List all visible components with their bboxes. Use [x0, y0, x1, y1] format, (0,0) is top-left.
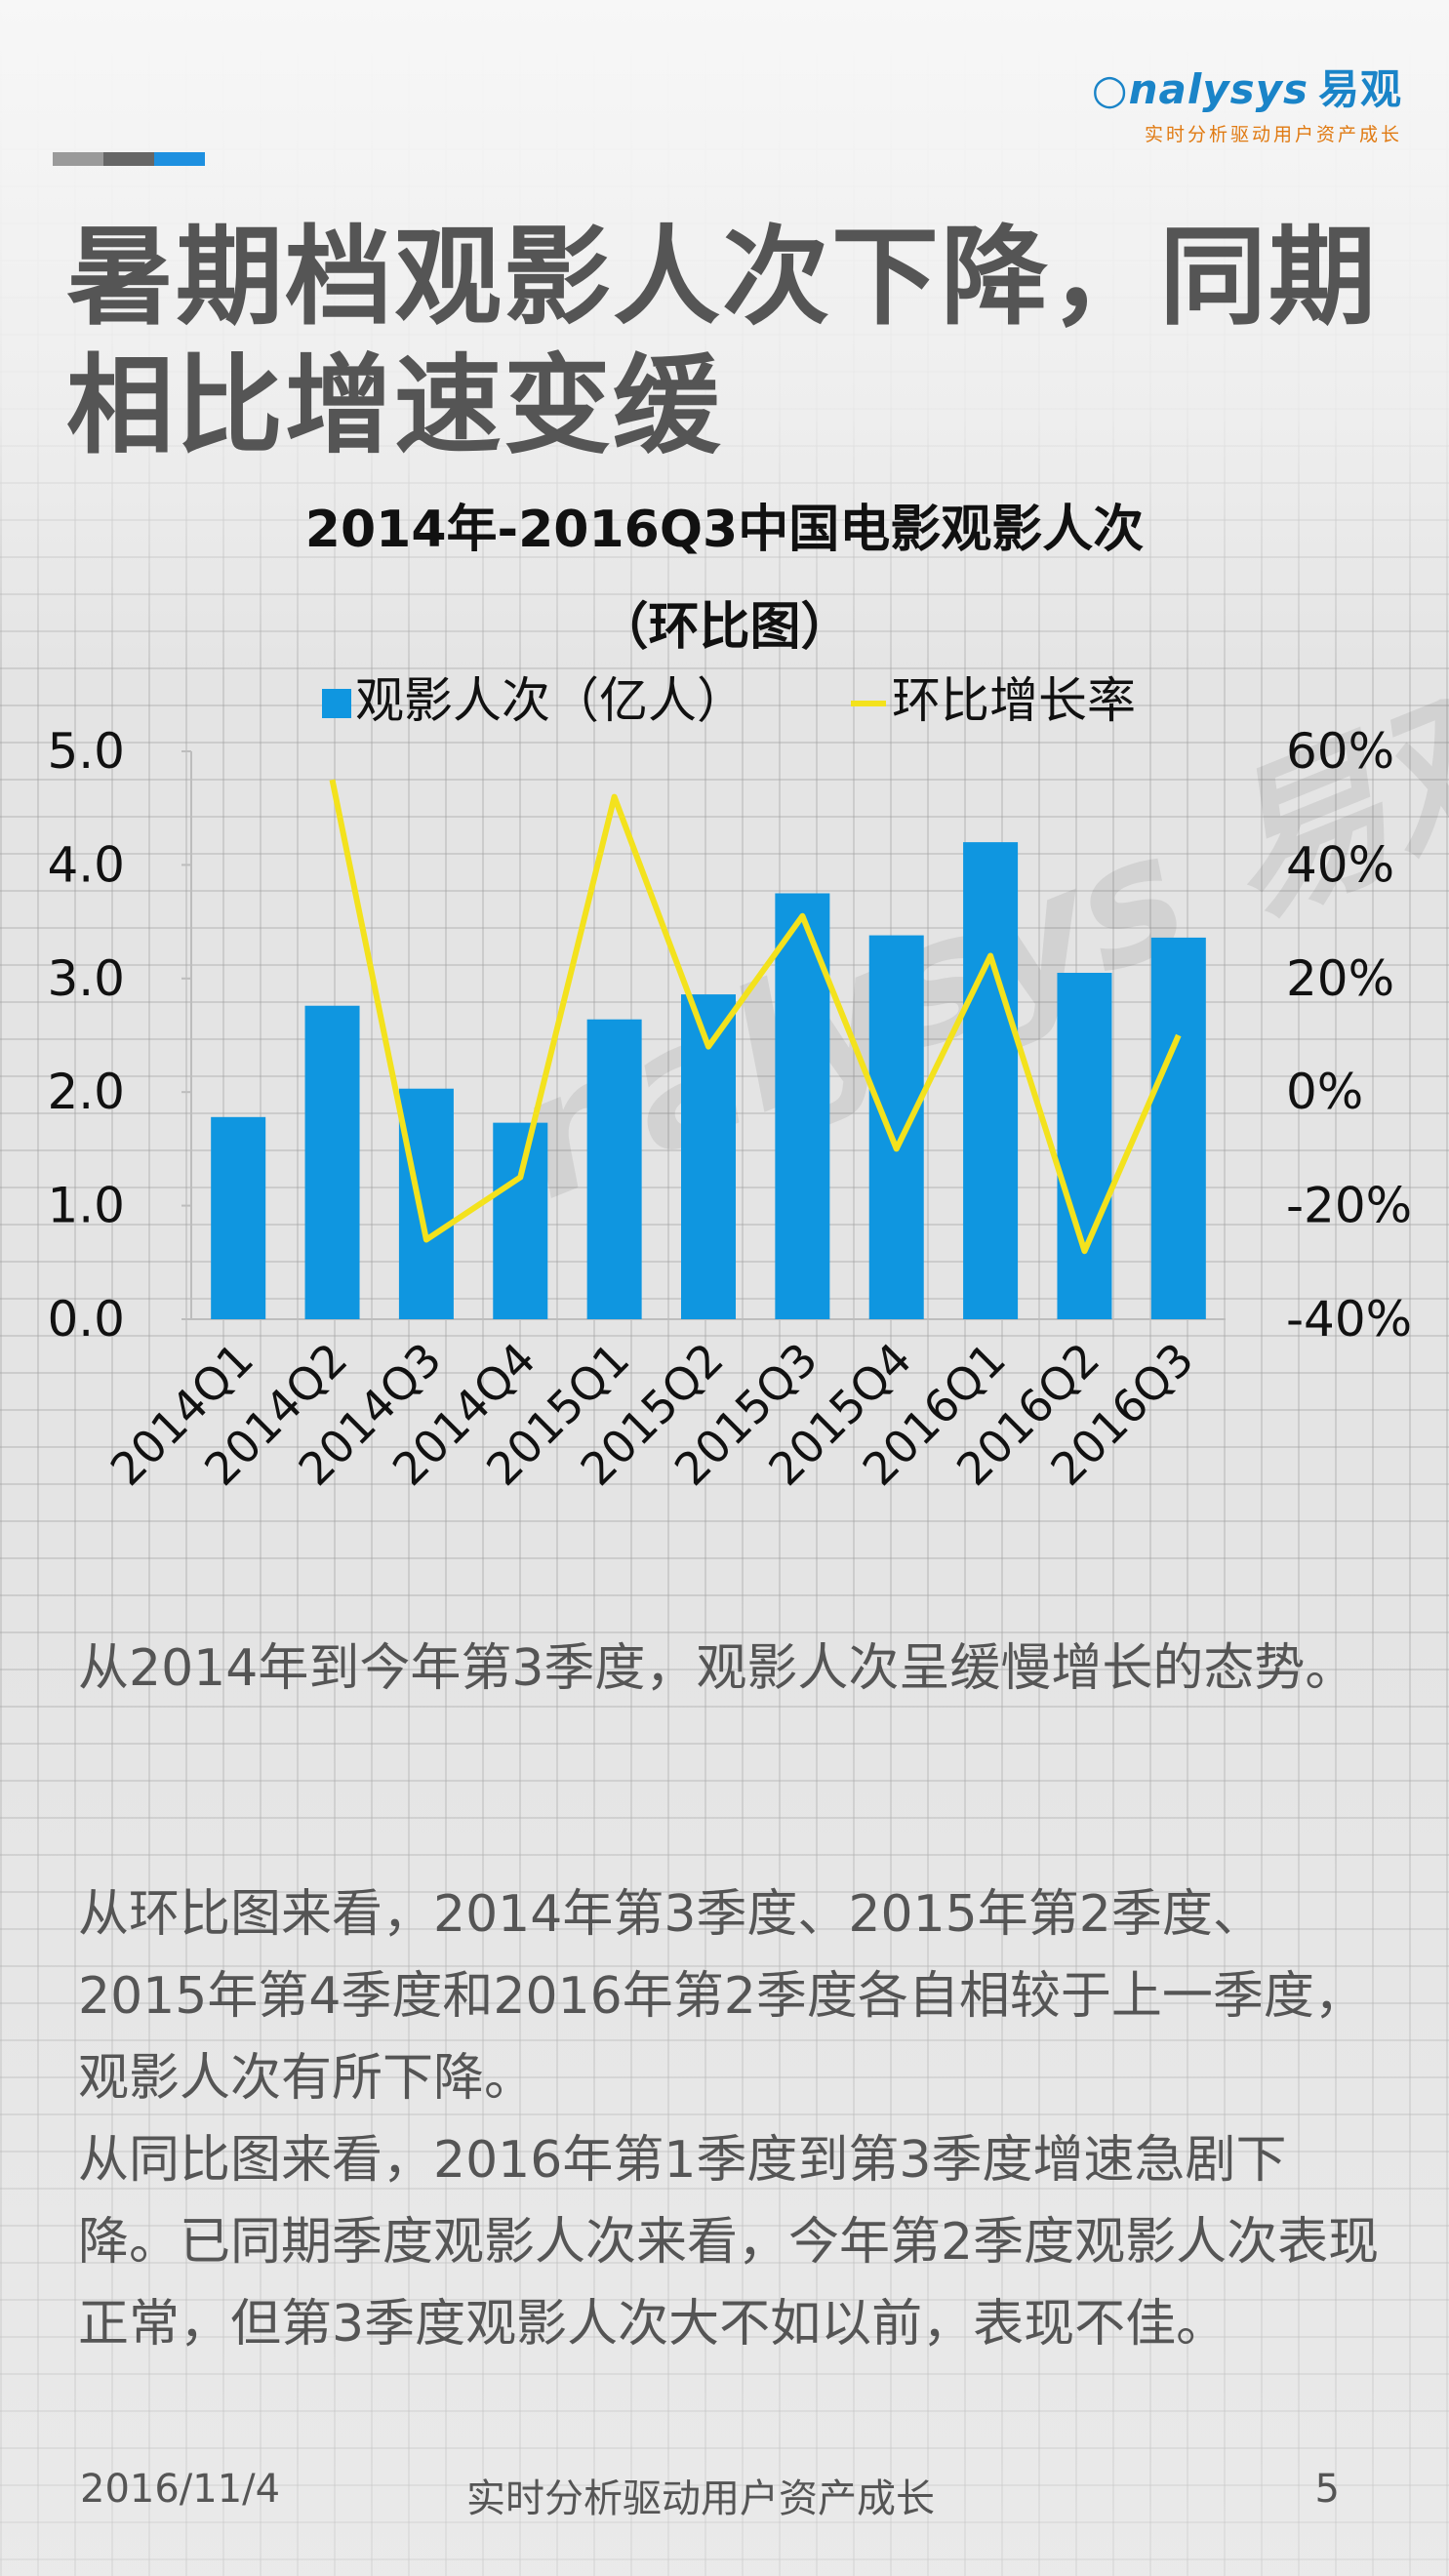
title-decoration-bar: [53, 152, 205, 166]
y-right-tick-label: 20%: [1286, 950, 1394, 1007]
body-paragraph-2: 从环比图来看，2014年第3季度、2015年第2季度、2015年第4季度和201…: [78, 1885, 1365, 2108]
bar: [493, 1122, 548, 1319]
bar: [586, 1019, 642, 1319]
body-paragraph-3: 从同比图来看，2016年第1季度到第3季度增速急剧下降。已同期季度观影人次来看，…: [78, 2131, 1380, 2354]
bar: [211, 1116, 266, 1319]
bar-line-chart: nalysys 易观0.01.02.03.04.05.0-40%-20%0%20…: [47, 642, 1449, 1496]
bar: [963, 842, 1019, 1319]
page-number: 5: [1314, 2467, 1340, 2512]
logo-brand-cn: 易观: [1317, 65, 1402, 113]
y-left-tick-label: 0.0: [47, 1291, 125, 1348]
logo-o-icon: ○: [1091, 65, 1129, 113]
deco-segment-dark: [103, 152, 154, 166]
legend-line-label: 环比增长率: [892, 672, 1136, 729]
y-right-tick-label: -20%: [1286, 1178, 1412, 1234]
y-left-tick-label: 5.0: [47, 723, 125, 780]
y-right-tick-label: 40%: [1286, 836, 1394, 893]
legend-bar-label: 观影人次（亿人）: [355, 672, 745, 729]
deco-segment-light: [53, 152, 103, 166]
body-paragraph-1: 从2014年到今年第3季度，观影人次呈缓慢增长的态势。: [78, 1639, 1356, 1698]
y-right-tick-label: 60%: [1286, 723, 1394, 780]
bar: [398, 1088, 454, 1319]
footer-date: 2016/11/4: [80, 2467, 281, 2512]
legend-bar-swatch: [322, 689, 351, 718]
brand-logo: ○nalysys 易观 实时分析驱动用户资产成长: [1092, 57, 1402, 146]
logo-brand: nalysys: [1128, 65, 1308, 113]
y-left-tick-label: 4.0: [47, 836, 125, 893]
background-fade-bottom: [0, 1561, 1449, 2576]
chart-subtitle: （环比图）: [597, 598, 852, 657]
logo-tagline: 实时分析驱动用户资产成长: [1144, 124, 1402, 145]
y-left-tick-label: 2.0: [47, 1064, 125, 1120]
background-fade-top: [0, 0, 1449, 683]
y-right-tick-label: -40%: [1286, 1291, 1412, 1348]
bar: [868, 935, 924, 1319]
bar: [1150, 937, 1206, 1319]
y-left-tick-label: 1.0: [47, 1178, 125, 1234]
chart-title: 2014年-2016Q3中国电影观影人次: [304, 501, 1145, 559]
bar: [1057, 972, 1112, 1319]
growth-rate-line: [329, 779, 1182, 1255]
footer-slogan: 实时分析驱动用户资产成长: [466, 2476, 935, 2521]
page-title: 暑期档观影人次下降，同期相比增速变缓: [66, 215, 1378, 468]
deco-segment-blue: [154, 152, 205, 166]
y-left-tick-label: 3.0: [47, 950, 125, 1007]
logo-wordmark: ○nalysys 易观: [1092, 57, 1402, 116]
y-right-tick-label: 0%: [1286, 1064, 1363, 1120]
bar: [304, 1005, 360, 1319]
